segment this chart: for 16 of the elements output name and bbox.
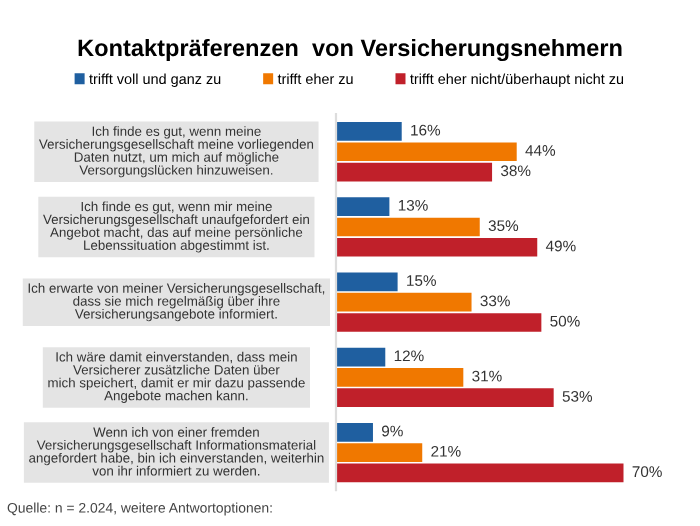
bar xyxy=(336,368,464,387)
bar xyxy=(336,347,386,367)
bar xyxy=(336,272,398,292)
bar xyxy=(336,142,517,162)
chart-title: Kontaktpräferenzen von Versicherungsnehmern xyxy=(78,38,622,62)
bar xyxy=(336,292,472,312)
bar xyxy=(336,237,538,257)
bar xyxy=(336,388,554,408)
bar xyxy=(336,197,390,216)
bar xyxy=(336,443,423,462)
bar xyxy=(336,122,402,141)
bar xyxy=(336,217,480,237)
bar xyxy=(336,313,542,332)
bar xyxy=(336,463,624,483)
bar xyxy=(336,162,493,182)
bar xyxy=(336,422,373,442)
